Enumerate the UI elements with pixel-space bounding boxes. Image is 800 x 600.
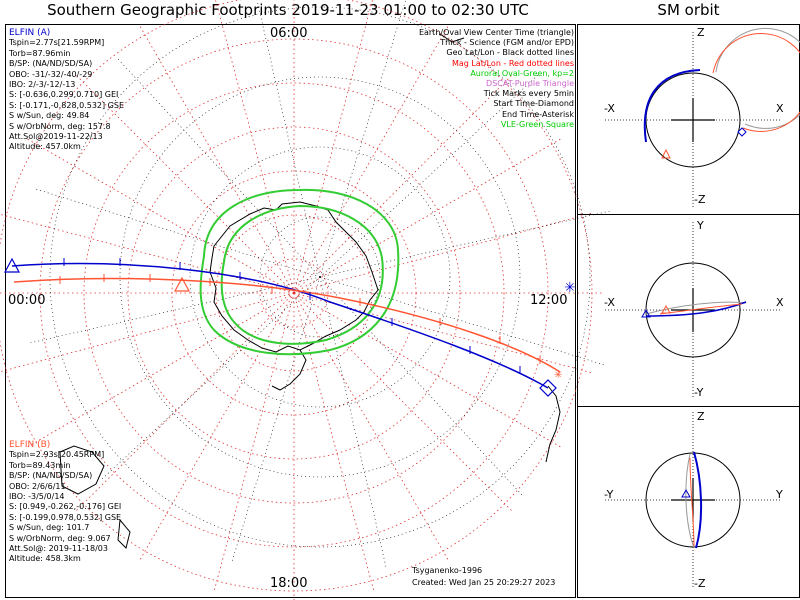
sm-axis-label: -X — [604, 296, 615, 309]
legend-item: Mag Lat/Lon - Red dotted lines — [451, 58, 574, 68]
elfin-b-line: Att.Sol@: 2019-11-18/03 — [9, 543, 108, 553]
elfin-b-line: S: [0.949,-0.262,-0.176] GEI — [9, 502, 122, 512]
elfin-a-view-triangle — [3, 257, 21, 273]
legend-item: VLE-Green Square — [500, 119, 574, 129]
geo-lat-circle — [259, 216, 381, 338]
sm-axis-label: X — [776, 102, 784, 115]
sm-axis-label: Z — [697, 26, 705, 39]
hour-label-bottom: 18:00 — [270, 576, 308, 591]
orbit-b — [645, 301, 747, 315]
elfin-b-end-asterisk: ✳ — [554, 370, 562, 381]
sm-orbit-title: SM orbit — [657, 1, 720, 19]
orbit-a-marker — [737, 127, 747, 137]
elfin-b-line: S w/Sun, deg: 101.7 — [9, 523, 90, 533]
orbit-a — [693, 451, 703, 549]
polar-grid — [0, 0, 613, 600]
elfin-a-line: Att.Sol@2019-11-22/13 — [9, 131, 103, 141]
elfin-b-line: Altitude: 458.3km — [9, 554, 81, 564]
mag-lat-circle — [127, 126, 461, 460]
elfin-a-name: ELFIN (A) — [9, 28, 51, 38]
sm-axis-label: -Y — [604, 488, 614, 501]
model-label: Tsyganenko-1996 — [412, 566, 483, 575]
elfin-b-line: OBO: 2/6/6/11 — [9, 481, 66, 491]
elfin-a-end-asterisk: ✳ — [564, 280, 576, 296]
geo-lat-circle — [189, 146, 451, 408]
sm-axis-label: -Y — [694, 386, 704, 399]
elfin-b-line: B/SP: (NA/ND/SD/SA) — [9, 471, 93, 481]
elfin-a-start-diamond — [539, 379, 557, 397]
elfin-a-line: S: [-0.636,0.299,0.710] GEI — [9, 90, 119, 100]
legend-item: Tick Marks every 5min — [483, 89, 574, 99]
legend-item: Geo Lat/Lon - Black dotted lines — [446, 48, 574, 58]
elfin-b-track — [13, 277, 561, 373]
sm-axis-label: Z — [697, 410, 705, 423]
hour-label-right: 12:00 — [530, 293, 568, 308]
orbit-b — [715, 27, 800, 129]
elfin-a-line: S w/Sun, deg: 49.84 — [9, 111, 90, 121]
legend-item: Start Time-Diamond — [493, 99, 574, 109]
legend-item: End Time-Asterisk — [501, 109, 574, 119]
geo-lat-circle — [49, 6, 591, 548]
new-zealand-coast — [117, 518, 131, 549]
orbit-a — [645, 301, 747, 317]
australia-coast — [59, 445, 105, 495]
elfin-b-line: Tspin=2.93s[20.45RPM] — [9, 450, 105, 460]
footprint-tracks: ✳✳ — [3, 257, 576, 397]
elfin-b-view-triangle — [173, 276, 191, 292]
elfin-a-line: Torb=87.96min — [9, 48, 71, 58]
elfin-b-info: ELFIN (B) Tspin=2.93s[20.45RPM] Torb=89.… — [9, 440, 121, 565]
sm-axis-label: -Z — [694, 577, 706, 590]
sm-axis-label: Y — [697, 219, 704, 232]
legend-item: DSCAT-Purple Triangle — [486, 78, 574, 88]
south-america-coast — [545, 385, 561, 463]
orbit-a — [643, 69, 701, 143]
antarctic-peninsula — [271, 349, 307, 391]
sm-axis-label: -Z — [694, 193, 706, 206]
sm-axis-label: X — [776, 296, 784, 309]
africa-coast — [439, 33, 465, 43]
orbit-b — [712, 32, 800, 132]
elfin-a-line: Altitude: 457.0km — [9, 142, 81, 152]
geo-lat-circle — [119, 76, 521, 478]
elfin-b-line: Torb=89.43min — [9, 460, 71, 470]
sm-axis-label: Y — [776, 488, 783, 501]
legend-item: Thick - Science (FGM and/or EPD) — [440, 38, 574, 48]
sm-panel-frame — [577, 406, 800, 598]
legend-item: Earth/Oval View Center Time (triangle) — [418, 28, 574, 37]
elfin-a-track — [11, 262, 549, 389]
elfin-a-line: S: [-0.171,-0.828,0.532] GSE — [9, 100, 124, 110]
elfin-a-line: IBO: 2/-3/-12/-13 — [9, 79, 76, 89]
created-label: Created: Wed Jan 25 20:29:27 2023 — [412, 578, 556, 587]
mag-lat-circle — [259, 258, 329, 328]
orbit-b — [689, 457, 695, 547]
elfin-a-info: ELFIN (A) Tspin=2.77s[21.59RPM] Torb=87.… — [9, 28, 124, 153]
hour-label-top: 06:00 — [270, 26, 308, 41]
legend-item: Auroral Oval-Green, kp=2 — [470, 68, 574, 78]
orbit-a-marker — [681, 488, 691, 498]
elfin-a-line: S w/OrbNorm, deg: 157.8 — [9, 121, 111, 131]
elfin-a-line: B/SP: (NA/ND/SD/SA) — [9, 59, 93, 69]
orbit-b — [685, 453, 695, 549]
antarctica-coast — [209, 201, 379, 353]
coastline — [59, 33, 561, 549]
main-plot-frame — [5, 24, 576, 598]
elfin-a-line: OBO: -31/-32/-40/-29 — [9, 69, 93, 79]
elfin-b-line: IBO: -3/5/0/14 — [9, 491, 65, 501]
plot-title: Southern Geographic Footprints 2019-11-2… — [47, 1, 529, 19]
mag-lat-circle — [39, 38, 549, 548]
mag-lat-circle — [83, 82, 505, 504]
elfin-b-line: S: [-0.199,0.978,0.532] GSE — [9, 512, 122, 522]
elfin-b-name: ELFIN (B) — [9, 440, 51, 450]
orbit-a-marker — [641, 308, 651, 318]
hour-label-left: 00:00 — [8, 293, 46, 308]
legend: Earth/Oval View Center Time (triangle) T… — [419, 28, 574, 130]
elfin-b-line: S w/OrbNorm, deg: 9.067 — [9, 533, 111, 543]
sm-axis-label: -X — [604, 102, 615, 115]
orbit-b-marker — [661, 148, 671, 159]
auroral-oval-outer — [199, 188, 400, 356]
orbit-b-marker — [661, 304, 671, 314]
elfin-a-line: Tspin=2.77s[21.59RPM] — [9, 38, 105, 48]
